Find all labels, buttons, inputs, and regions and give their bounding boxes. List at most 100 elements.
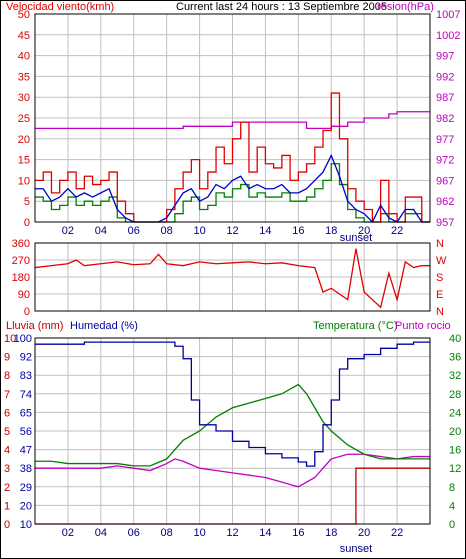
wind-ytick-40: 40 bbox=[18, 51, 30, 63]
wind-ytick-20: 20 bbox=[18, 134, 30, 146]
direction-line bbox=[34, 248, 430, 309]
rain-ytick-1: 1 bbox=[4, 500, 10, 512]
hum-xtick-18: 18 bbox=[325, 527, 337, 539]
temperature-ytick-40: 40 bbox=[449, 333, 461, 345]
direction-compass-2: S bbox=[436, 272, 443, 284]
wind-ytick-0: 0 bbox=[24, 217, 30, 229]
direction-ytick-0: 0 bbox=[24, 306, 30, 318]
rain-ytick-8: 8 bbox=[4, 370, 10, 382]
humidity-ytick-74: 74 bbox=[20, 389, 32, 401]
humidity-panel-frame bbox=[34, 337, 431, 525]
direction-ytick-180: 180 bbox=[12, 272, 30, 284]
wind-xtick-06: 06 bbox=[128, 225, 140, 237]
wind-ytick-35: 35 bbox=[18, 71, 30, 83]
temperature-ytick-24: 24 bbox=[449, 407, 461, 419]
direction-ytick-360: 360 bbox=[12, 238, 30, 250]
temperature-ytick-20: 20 bbox=[449, 426, 461, 438]
pressure-ytick-967: 967 bbox=[436, 175, 454, 187]
temperature-ytick-28: 28 bbox=[449, 389, 461, 401]
temperature-ytick-12: 12 bbox=[449, 463, 461, 475]
direction-ytick-270: 270 bbox=[12, 255, 30, 267]
hum-xtick-22: 22 bbox=[391, 527, 403, 539]
direction-compass-4: N bbox=[436, 306, 444, 318]
rain-ytick-4: 4 bbox=[4, 445, 10, 457]
temperature-title: Temperatura (°C) bbox=[313, 320, 398, 332]
direction-compass-0: N bbox=[436, 238, 444, 250]
wind-xtick-14: 14 bbox=[259, 225, 271, 237]
rain-ytick-0: 0 bbox=[4, 519, 10, 531]
wind-panel-frame bbox=[34, 13, 431, 223]
pressure-ytick-957: 957 bbox=[436, 217, 454, 229]
wind-xtick-10: 10 bbox=[193, 225, 205, 237]
rain-ytick-5: 5 bbox=[4, 426, 10, 438]
hum-xtick-20: 20 bbox=[358, 527, 370, 539]
wind-ytick-25: 25 bbox=[18, 113, 30, 125]
wind-ytick-50: 50 bbox=[18, 9, 30, 21]
temperature-ytick-16: 16 bbox=[449, 445, 461, 457]
direction-panel-frame bbox=[34, 242, 431, 312]
humidity-ytick-10: 10 bbox=[20, 519, 32, 531]
wind-xtick-22: 22 bbox=[391, 225, 403, 237]
pressure-ytick-997: 997 bbox=[436, 51, 454, 63]
direction-compass-3: E bbox=[436, 289, 443, 301]
hum-xtick-16: 16 bbox=[292, 527, 304, 539]
pressure-title: resion(hPa) bbox=[377, 1, 434, 13]
wind-ytick-10: 10 bbox=[18, 175, 30, 187]
hum-xtick-04: 04 bbox=[95, 527, 107, 539]
hum-xtick-10: 10 bbox=[193, 527, 205, 539]
humidity-ytick-38: 38 bbox=[20, 463, 32, 475]
wind-avg-line bbox=[35, 153, 430, 224]
wind-xtick-20: 20 bbox=[358, 225, 370, 237]
wind-ytick-45: 45 bbox=[18, 30, 30, 42]
wind-gust-line bbox=[35, 92, 430, 223]
humidity-line bbox=[35, 341, 430, 467]
sunset-label-top: sunset bbox=[340, 232, 372, 244]
rain-title: Lluvia (mm) bbox=[6, 320, 64, 332]
hum-xtick-12: 12 bbox=[226, 527, 238, 539]
pressure-ytick-977: 977 bbox=[436, 134, 454, 146]
wind-ytick-15: 15 bbox=[18, 155, 30, 167]
rain-ytick-7: 7 bbox=[4, 389, 10, 401]
hum-xtick-02: 02 bbox=[62, 527, 74, 539]
humidity-ytick-83: 83 bbox=[20, 370, 32, 382]
humidity-title: Humedad (%) bbox=[70, 320, 138, 332]
humidity-ytick-100: 100 bbox=[14, 333, 32, 345]
humidity-ytick-65: 65 bbox=[20, 407, 32, 419]
rain-ytick-9: 9 bbox=[4, 352, 10, 364]
pressure-ytick-972: 972 bbox=[436, 155, 454, 167]
pressure-ytick-1002: 1002 bbox=[436, 30, 460, 42]
rain-ytick-2: 2 bbox=[4, 482, 10, 494]
hum-xtick-08: 08 bbox=[161, 527, 173, 539]
temperature-ytick-8: 8 bbox=[449, 482, 455, 494]
wind-xtick-04: 04 bbox=[95, 225, 107, 237]
pressure-ytick-992: 992 bbox=[436, 71, 454, 83]
wind-title: Velocidad viento(kmh) bbox=[6, 1, 115, 13]
humidity-ytick-29: 29 bbox=[20, 482, 32, 494]
pressure-ytick-962: 962 bbox=[436, 196, 454, 208]
pressure-ytick-982: 982 bbox=[436, 113, 454, 125]
direction-ytick-90: 90 bbox=[18, 289, 30, 301]
wind-xtick-08: 08 bbox=[161, 225, 173, 237]
humidity-ytick-56: 56 bbox=[20, 426, 32, 438]
dewpoint-title: Punto rocio bbox=[395, 320, 451, 332]
wind-xtick-12: 12 bbox=[226, 225, 238, 237]
rain-ytick-6: 6 bbox=[4, 407, 10, 419]
temperature-line bbox=[35, 383, 430, 467]
sunset-label-bottom: sunset bbox=[340, 543, 372, 555]
temperature-ytick-0: 0 bbox=[449, 519, 455, 531]
pressure-ytick-1007: 1007 bbox=[436, 9, 460, 21]
wind-ytick-30: 30 bbox=[18, 92, 30, 104]
temperature-ytick-4: 4 bbox=[449, 500, 455, 512]
humidity-ytick-92: 92 bbox=[20, 352, 32, 364]
hum-xtick-14: 14 bbox=[259, 527, 271, 539]
wind-green-line bbox=[35, 163, 430, 223]
wind-xtick-18: 18 bbox=[325, 225, 337, 237]
rain-ytick-10: 10 bbox=[4, 333, 16, 345]
humidity-ytick-47: 47 bbox=[20, 445, 32, 457]
direction-compass-1: W bbox=[436, 255, 447, 267]
dewpoint-line bbox=[35, 453, 430, 488]
rain-ytick-3: 3 bbox=[4, 463, 10, 475]
temperature-ytick-36: 36 bbox=[449, 352, 461, 364]
chart-subtitle: Current last 24 hours : 13 Septiembre 20… bbox=[176, 1, 387, 13]
